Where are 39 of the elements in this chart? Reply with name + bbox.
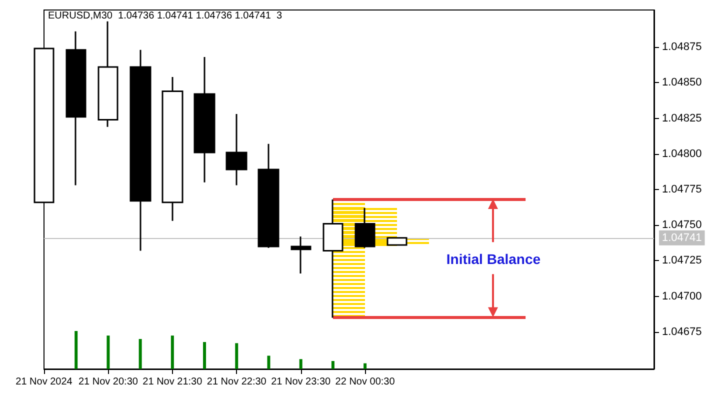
x-tick-label: 21 Nov 2024 xyxy=(16,376,73,388)
x-tick-label: 21 Nov 21:30 xyxy=(142,376,203,388)
bar xyxy=(267,356,270,369)
y-tick-label: 1.04775 xyxy=(662,184,702,196)
y-tick-label: 1.04700 xyxy=(662,290,702,302)
x-tick-label: 21 Nov 23:30 xyxy=(271,376,332,388)
y-tick-label: 1.04825 xyxy=(662,112,702,124)
bar xyxy=(235,343,238,369)
bar xyxy=(74,331,78,369)
bar xyxy=(203,342,206,369)
candlestick xyxy=(354,207,376,249)
bar xyxy=(331,361,334,369)
candlestick xyxy=(130,49,152,252)
bar xyxy=(106,336,110,369)
x-tick-label: 22 Nov 00:30 xyxy=(335,376,396,388)
y-tick-label: 1.04675 xyxy=(662,326,702,338)
y-tick-label: 1.04800 xyxy=(662,148,702,160)
candlestick xyxy=(66,30,86,186)
x-tick-label: 21 Nov 20:30 xyxy=(78,376,138,388)
y-tick-label: 1.04750 xyxy=(662,219,702,232)
bar xyxy=(138,338,142,369)
chart-title: EURUSD,M30 1.04736 1.04741 1.04736 1.04741 3 xyxy=(48,10,282,22)
candlestick xyxy=(258,143,280,249)
y-tick-label: 1.04725 xyxy=(662,254,702,267)
y-tick-label: 1.04850 xyxy=(662,76,702,89)
candlestick xyxy=(98,20,118,128)
bar xyxy=(364,363,367,369)
x-tick-label: 21 Nov 22:30 xyxy=(206,376,267,388)
annotation: Initial Balance xyxy=(445,250,542,268)
bar xyxy=(170,336,174,369)
y-tick-label: 1.04875 xyxy=(662,41,702,54)
candlestick xyxy=(290,236,312,274)
candlestick xyxy=(162,76,184,222)
candlestick xyxy=(386,237,408,246)
bar xyxy=(299,359,302,369)
candlestick xyxy=(226,113,248,186)
ref-line-label: 1.04741 xyxy=(662,232,702,244)
candlestick xyxy=(194,56,216,184)
candlestick xyxy=(322,198,344,318)
